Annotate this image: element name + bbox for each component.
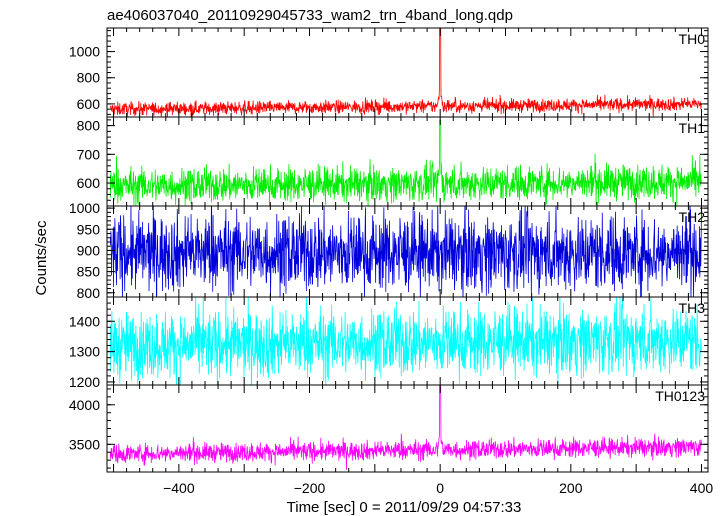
panel-label: TH3 <box>679 300 706 316</box>
x-tick-label: 400 <box>690 480 714 496</box>
x-ticks-group: −400 −200 0 200 400 <box>163 480 713 496</box>
panel-th0: 600 800 1000 TH0 <box>69 27 709 118</box>
panels-group: 600 800 1000 TH0 600 700 800 TH1 800 850 900 950 100… <box>69 27 709 473</box>
y-tick-label: 1300 <box>69 344 100 360</box>
y-tick-label: 3500 <box>69 436 100 452</box>
series-line-th0123 <box>109 385 702 470</box>
series-line-th2 <box>109 206 702 297</box>
x-tick-label: −200 <box>294 480 326 496</box>
y-tick-label: 850 <box>77 264 101 280</box>
y-tick-label: 700 <box>77 146 101 162</box>
panel-label: TH2 <box>679 209 706 225</box>
y-tick-label: 800 <box>77 118 101 134</box>
panel-label: TH1 <box>679 120 706 136</box>
chart-title: ae406037040_20110929045733_wam2_trn_4ban… <box>107 7 513 24</box>
y-tick-label: 1000 <box>69 44 100 60</box>
x-axis-label: Time [sec] 0 = 2011/09/29 04:57:33 <box>287 499 522 516</box>
y-tick-label: 600 <box>77 175 101 191</box>
x-tick-label: −400 <box>163 480 195 496</box>
y-tick-label: 950 <box>77 221 101 237</box>
y-tick-label: 1400 <box>69 313 100 329</box>
y-tick-label: 1200 <box>69 374 100 390</box>
panel-label: TH0123 <box>655 388 705 404</box>
panel-th2: 800 850 900 950 1000 TH2 <box>69 200 709 301</box>
y-axis-label: Counts/sec <box>33 220 50 296</box>
panel-label: TH0 <box>679 31 706 47</box>
series-line-th0 <box>109 28 702 117</box>
panel-th0123: 3500 4000 TH0123 <box>69 384 709 473</box>
x-tick-label: 200 <box>559 480 583 496</box>
y-tick-label: 800 <box>77 285 101 301</box>
y-tick-label: 600 <box>77 96 101 112</box>
y-tick-label: 4000 <box>69 397 100 413</box>
panel-th3: 1200 1300 1400 TH3 <box>69 296 709 390</box>
y-tick-label: 900 <box>77 242 101 258</box>
panel-th1: 600 700 800 TH1 <box>77 116 709 207</box>
y-tick-label: 1000 <box>69 200 100 216</box>
series-line-th3 <box>109 297 702 385</box>
series-line-th1 <box>109 119 702 206</box>
x-tick-label: 0 <box>436 480 444 496</box>
y-tick-label: 800 <box>77 70 101 86</box>
